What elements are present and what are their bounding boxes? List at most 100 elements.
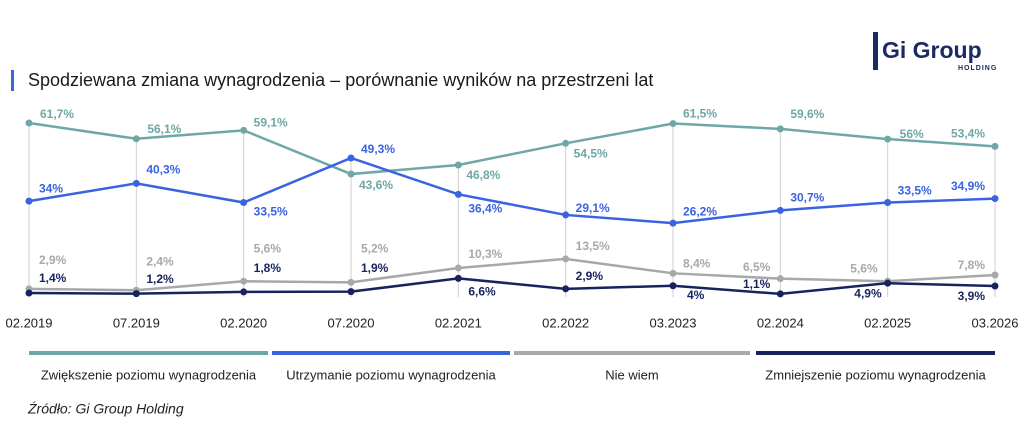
point xyxy=(776,125,784,133)
data-label: 59,1% xyxy=(254,116,288,130)
data-label: 26,2% xyxy=(683,204,717,218)
data-label: 13,5% xyxy=(576,239,610,253)
point xyxy=(884,135,892,143)
data-label: 61,5% xyxy=(683,107,717,121)
data-label: 2,9% xyxy=(39,253,67,267)
point xyxy=(991,195,999,203)
data-label: 54,5% xyxy=(574,146,608,160)
x-tick-label: 02.2022 xyxy=(542,315,589,330)
legend-label: Nie wiem xyxy=(605,367,658,382)
legend-swatch xyxy=(272,351,510,355)
data-label: 33,5% xyxy=(898,184,932,198)
data-label: 1,1% xyxy=(743,277,771,291)
point xyxy=(454,274,462,282)
data-label: 2,4% xyxy=(146,254,174,268)
data-label: 7,8% xyxy=(958,258,986,272)
point xyxy=(240,199,248,207)
point xyxy=(25,289,33,297)
logo-mark xyxy=(873,32,878,70)
x-tick-label: 02.2020 xyxy=(220,315,267,330)
point xyxy=(562,285,570,293)
point xyxy=(347,170,355,178)
point xyxy=(240,126,248,134)
point xyxy=(776,206,784,214)
point xyxy=(132,135,140,143)
data-label: 33,5% xyxy=(254,205,288,219)
point xyxy=(991,282,999,290)
data-label: 1,8% xyxy=(254,261,282,275)
logo-tagline: HOLDING xyxy=(958,65,997,72)
x-tick-label: 07.2019 xyxy=(113,315,160,330)
data-label: 34,9% xyxy=(951,179,985,193)
data-label: 34% xyxy=(39,181,63,195)
x-tick-label: 02.2024 xyxy=(757,315,804,330)
x-tick-label: 07.2020 xyxy=(328,315,375,330)
x-tick-label: 02.2019 xyxy=(6,315,53,330)
point xyxy=(669,282,677,290)
data-label: 1,9% xyxy=(361,261,389,275)
point xyxy=(454,161,462,169)
point xyxy=(991,271,999,279)
data-label: 49,3% xyxy=(361,142,395,156)
series-line xyxy=(28,257,996,292)
data-label: 5,6% xyxy=(254,241,282,255)
data-label: 6,6% xyxy=(468,285,496,299)
data-label: 43,6% xyxy=(359,178,393,192)
point xyxy=(669,219,677,227)
data-label: 5,6% xyxy=(850,261,878,275)
legend-label: Utrzymanie poziomu wynagrodzenia xyxy=(286,367,496,382)
series-line xyxy=(28,121,996,176)
data-label: 1,4% xyxy=(39,271,67,285)
point xyxy=(776,275,784,283)
point xyxy=(347,278,355,286)
point xyxy=(562,139,570,147)
data-label: 61,7% xyxy=(40,107,74,121)
point xyxy=(776,290,784,298)
data-label: 3,9% xyxy=(958,289,986,303)
data-label: 10,3% xyxy=(468,247,502,261)
x-tick-label: 03.2026 xyxy=(972,315,1019,330)
data-label: 46,8% xyxy=(466,168,500,182)
legend-label: Zwiększenie poziomu wynagrodzenia xyxy=(41,367,257,382)
data-label: 30,7% xyxy=(790,191,824,205)
data-label: 40,3% xyxy=(146,163,180,177)
point xyxy=(25,197,33,205)
data-label: 2,9% xyxy=(576,269,604,283)
point xyxy=(454,190,462,198)
data-label: 59,6% xyxy=(790,107,824,121)
point xyxy=(347,154,355,162)
legend-swatch xyxy=(514,351,750,355)
point xyxy=(240,288,248,296)
point xyxy=(132,179,140,187)
data-label: 6,5% xyxy=(743,260,771,274)
point xyxy=(25,119,33,127)
point xyxy=(991,142,999,150)
legend-swatch xyxy=(29,351,268,355)
point xyxy=(132,290,140,298)
legend-label: Zmniejszenie poziomu wynagrodzenia xyxy=(765,367,986,382)
x-tick-label: 03.2023 xyxy=(650,315,697,330)
point xyxy=(669,120,677,128)
data-label: 5,2% xyxy=(361,242,389,256)
point xyxy=(240,277,248,285)
source: Źródło: Gi Group Holding xyxy=(27,401,184,417)
data-label: 4,9% xyxy=(854,286,882,300)
chart-title: Spodziewana zmiana wynagrodzenia – porów… xyxy=(28,70,653,90)
logo-name: Gi Group xyxy=(882,37,982,63)
data-label: 56,1% xyxy=(147,122,181,136)
point xyxy=(884,199,892,207)
x-tick-label: 02.2025 xyxy=(864,315,911,330)
point xyxy=(669,269,677,277)
series-line xyxy=(28,277,996,296)
point xyxy=(562,211,570,219)
legend-swatch xyxy=(756,351,995,355)
data-label: 29,1% xyxy=(576,201,610,215)
data-label: 53,4% xyxy=(951,127,985,141)
data-label: 56% xyxy=(900,127,924,141)
point xyxy=(454,264,462,272)
point xyxy=(562,255,570,263)
data-label: 8,4% xyxy=(683,256,711,270)
point xyxy=(347,288,355,296)
data-label: 1,2% xyxy=(146,272,174,286)
